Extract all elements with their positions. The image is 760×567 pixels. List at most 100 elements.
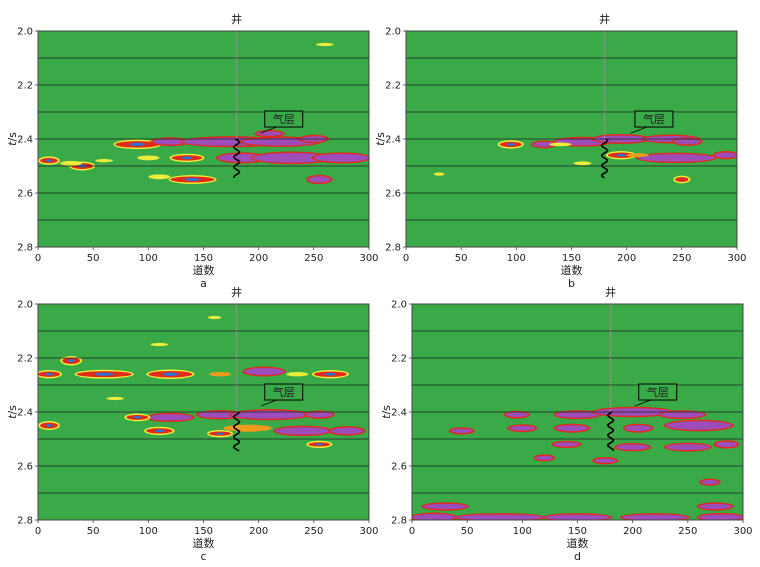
anomaly (714, 152, 737, 158)
x-tick-label: 0 (403, 253, 409, 264)
y-tick-label: 2.0 (385, 27, 401, 38)
y-tick-label: 2.2 (17, 354, 33, 365)
y-axis-label-var: t (6, 141, 19, 146)
well-log-curve (600, 138, 609, 179)
x-tick-label: 0 (35, 526, 41, 537)
well-log-curve (232, 138, 241, 178)
y-tick-label: 2.8 (391, 516, 407, 527)
anomaly (509, 425, 536, 431)
anomaly-core (129, 142, 146, 147)
anomaly (313, 153, 369, 162)
callout-leader (260, 126, 277, 134)
y-tick-label: 2.8 (385, 243, 401, 254)
anomaly (207, 315, 222, 320)
y-tick-label: 2.4 (391, 408, 407, 419)
anomaly (286, 372, 309, 377)
y-axis-label-unit: /s (374, 132, 387, 142)
y-tick-label: 2.2 (391, 354, 407, 365)
gas-layer-label: 气层 (643, 112, 665, 126)
panel-d: 气层 井 0 50 100 150 200 250 300 2.0 2.2 2.4 2.6 2.8 道数 t/… (380, 285, 753, 563)
panel-label: c (200, 550, 206, 563)
y-tick-label: 2.4 (17, 408, 33, 419)
y-axis-label-var: t (380, 414, 393, 419)
well-label: 井 (605, 285, 616, 299)
well-log-curve (232, 411, 241, 452)
anomaly (152, 138, 189, 145)
y-tick-label: 2.0 (17, 27, 33, 38)
callout-leader (260, 399, 277, 407)
anomaly (544, 514, 611, 520)
panel-b: 气层 井 0 50 100 150 200 250 300 2.0 2.2 2.4 2.6 2.8 道数 t/… (374, 12, 747, 290)
x-axis-label: 道数 (193, 263, 215, 277)
panel-c: 气层 井 0 50 100 150 200 250 300 2.0 2.2 2.4 2.6 2.8 道数 t/… (6, 285, 379, 563)
y-tick-label: 2.0 (391, 300, 407, 311)
anomaly (95, 158, 114, 163)
x-tick-label: 100 (139, 526, 158, 537)
gas-layer-label: 气层 (273, 385, 295, 399)
x-tick-label: 250 (672, 253, 691, 264)
callout-leader (630, 126, 648, 134)
y-axis-label: t/s (374, 132, 387, 146)
anomaly (637, 154, 715, 162)
x-tick-label: 300 (727, 253, 746, 264)
panel-label: a (200, 277, 207, 290)
anomaly (594, 458, 617, 463)
anomaly (423, 503, 468, 510)
x-tick-label: 150 (194, 253, 213, 264)
anomaly-layer (38, 42, 369, 185)
anomaly (701, 480, 719, 485)
anomaly (573, 161, 592, 166)
y-tick-label: 2.6 (17, 462, 33, 473)
x-tick-label: 200 (617, 253, 636, 264)
anomaly (223, 424, 272, 432)
x-tick-label: 100 (513, 526, 532, 537)
anomaly (698, 514, 743, 520)
y-axis-label: t/s (380, 405, 393, 419)
x-tick-label: 50 (455, 253, 468, 264)
y-tick-label: 2.6 (17, 189, 33, 200)
anomaly (675, 177, 689, 182)
anomaly (660, 411, 705, 418)
anomaly (616, 444, 650, 450)
anomaly (535, 455, 554, 461)
y-axis-label-unit: /s (6, 405, 19, 415)
x-axis-label: 道数 (561, 263, 583, 277)
x-tick-label: 200 (623, 526, 642, 537)
callout-box (264, 383, 304, 401)
x-tick-label: 0 (35, 253, 41, 264)
y-tick-label: 2.6 (391, 462, 407, 473)
anomaly-core (315, 443, 324, 446)
y-tick-label: 2.8 (17, 516, 33, 527)
anomaly (433, 172, 445, 176)
anomaly (60, 160, 83, 166)
gas-layer-label: 气层 (647, 385, 669, 399)
callout-leader (634, 399, 651, 407)
y-axis-label-unit: /s (380, 405, 393, 415)
x-tick-label: 300 (359, 526, 378, 537)
anomaly-core (216, 432, 224, 435)
y-axis-label-var: t (6, 414, 19, 419)
y-axis-label: t/s (6, 132, 19, 146)
well-log-curve (606, 411, 615, 452)
x-tick-label: 50 (87, 253, 100, 264)
anomaly (674, 139, 701, 145)
anomaly-core (154, 429, 165, 433)
x-tick-label: 50 (461, 526, 474, 537)
anomaly-core (45, 424, 53, 427)
anomaly-core (45, 159, 53, 162)
x-tick-label: 200 (249, 253, 268, 264)
anomaly (621, 514, 688, 520)
anomaly (148, 414, 193, 421)
y-tick-label: 2.4 (385, 135, 401, 146)
anomaly (626, 153, 649, 158)
x-tick-label: 250 (678, 526, 697, 537)
well-label: 井 (599, 12, 610, 26)
x-tick-label: 250 (304, 253, 323, 264)
y-tick-label: 2.6 (385, 189, 401, 200)
x-tick-label: 150 (194, 526, 213, 537)
y-tick-label: 2.2 (385, 81, 401, 92)
gas-layer-label: 气层 (273, 112, 295, 126)
anomaly-core (616, 153, 626, 157)
anomaly (698, 503, 732, 510)
